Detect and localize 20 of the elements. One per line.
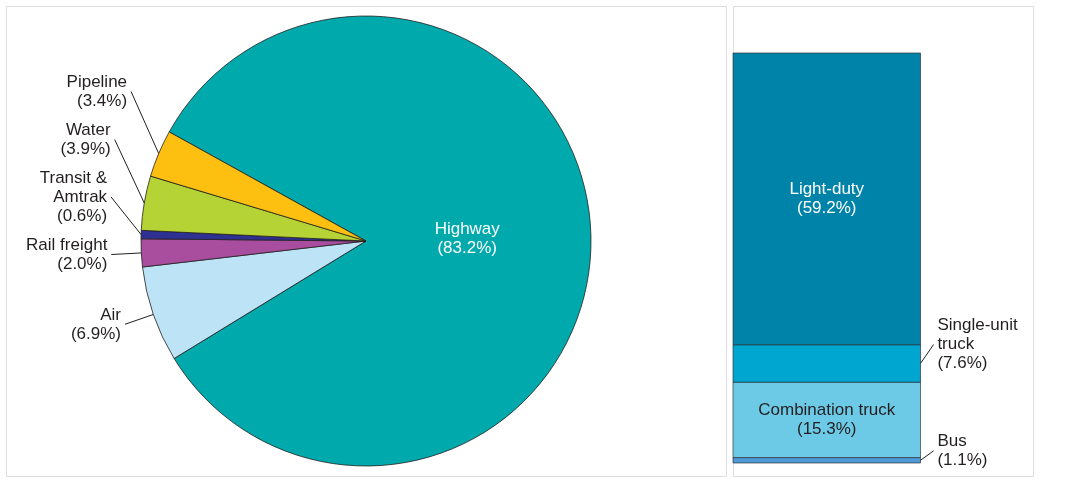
data-label: (0.6%) bbox=[57, 206, 108, 226]
series-label: Bus bbox=[937, 431, 967, 451]
slice-label: Transit & Amtrak bbox=[39, 168, 108, 207]
slice-label: Rail freight bbox=[26, 235, 108, 255]
series-label: Light-duty bbox=[789, 179, 865, 199]
slice-label: Water bbox=[65, 120, 111, 140]
data-label: (6.9%) bbox=[70, 323, 121, 343]
data-label: (1.1%) bbox=[937, 450, 988, 470]
data-label: (3.9%) bbox=[60, 139, 111, 159]
data-label: (7.6%) bbox=[937, 353, 988, 373]
series-label: Combination truck bbox=[758, 400, 896, 420]
data-label: (3.4%) bbox=[76, 91, 128, 111]
slice-label: Pipeline bbox=[66, 72, 128, 92]
series-label: Single-unit truck bbox=[937, 315, 1018, 354]
data-label: (59.2%) bbox=[796, 198, 857, 218]
data-label: (15.3%) bbox=[796, 419, 857, 439]
slice-label: Air bbox=[100, 304, 122, 324]
slice-label: Highway bbox=[434, 219, 501, 239]
data-label: (83.2%) bbox=[437, 238, 497, 258]
data-label: (2.0%) bbox=[57, 254, 108, 274]
